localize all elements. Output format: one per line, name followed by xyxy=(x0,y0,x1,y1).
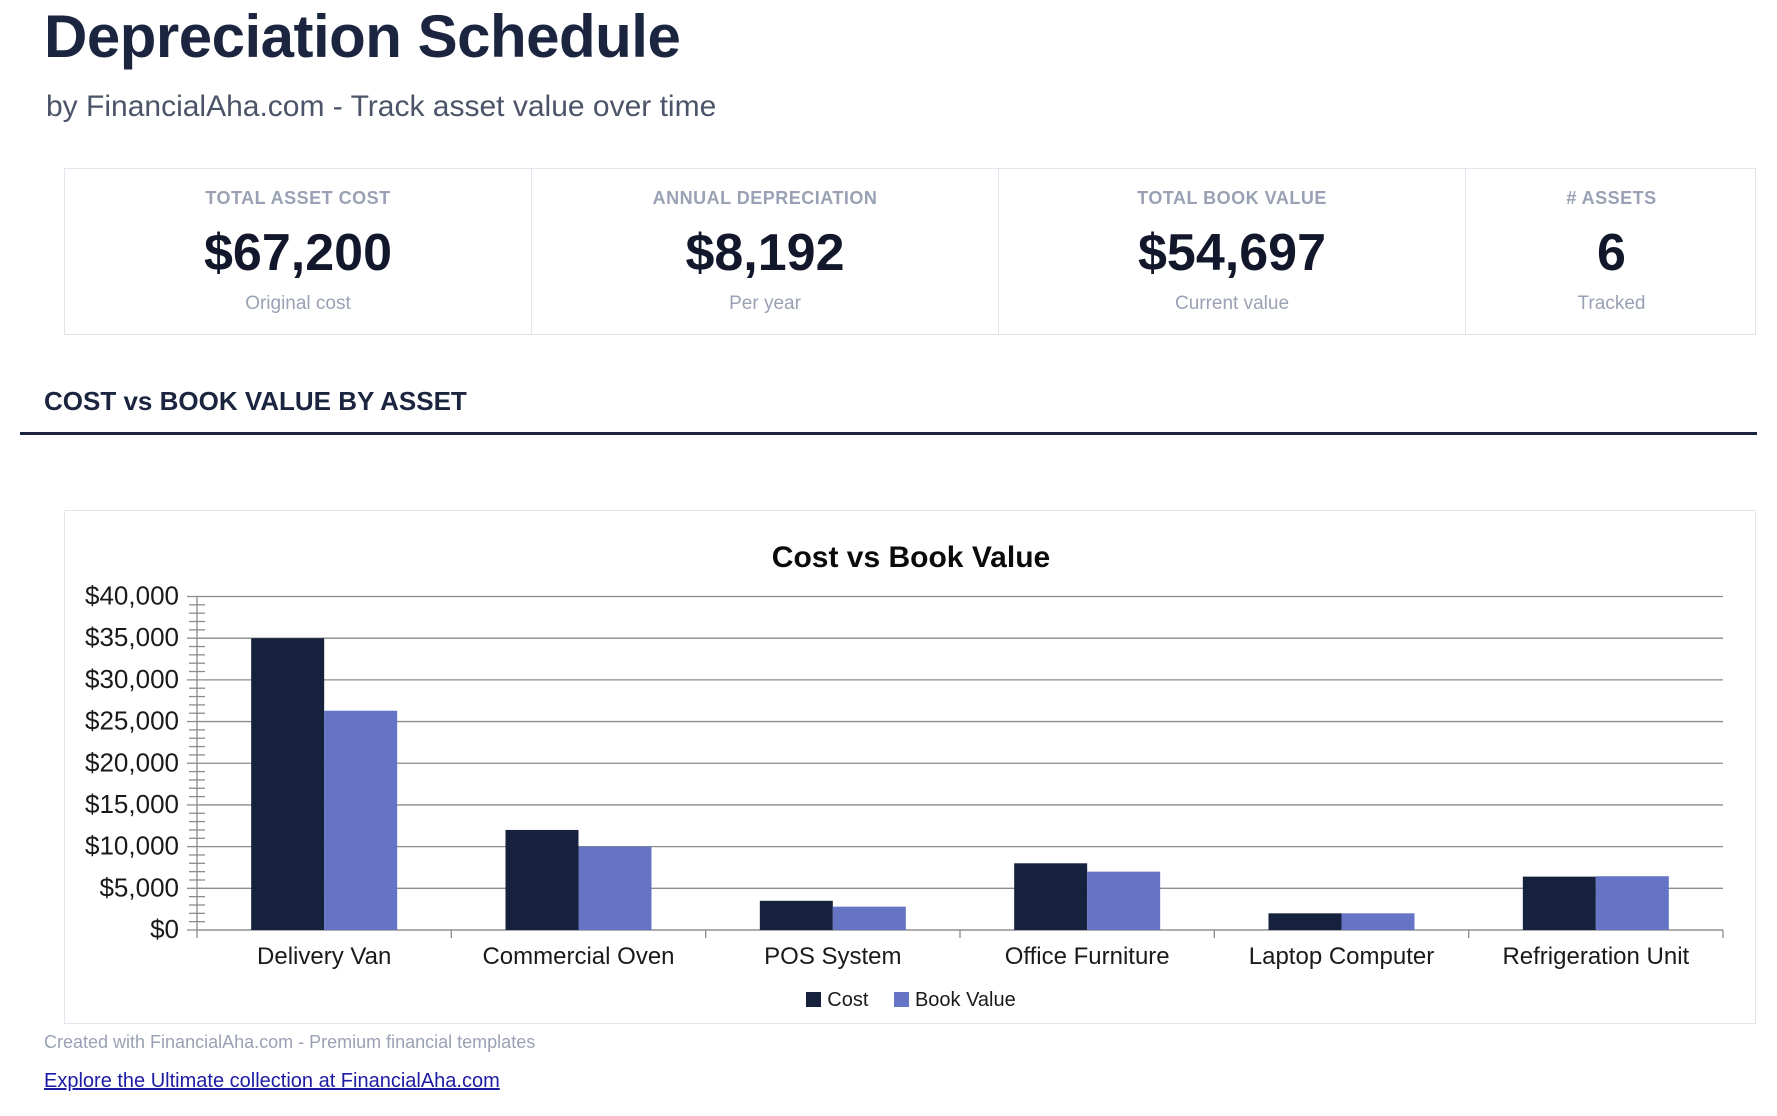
svg-text:$5,000: $5,000 xyxy=(99,872,179,902)
svg-text:Office Furniture: Office Furniture xyxy=(1005,943,1170,970)
svg-text:Refrigeration Unit: Refrigeration Unit xyxy=(1502,943,1689,970)
svg-text:Laptop Computer: Laptop Computer xyxy=(1249,943,1434,970)
svg-text:Commercial Oven: Commercial Oven xyxy=(482,943,674,970)
svg-text:$30,000: $30,000 xyxy=(85,664,179,694)
svg-text:$10,000: $10,000 xyxy=(85,831,179,861)
svg-text:$15,000: $15,000 xyxy=(85,789,179,819)
svg-text:$40,000: $40,000 xyxy=(85,581,179,611)
svg-text:$35,000: $35,000 xyxy=(85,622,179,652)
svg-text:$20,000: $20,000 xyxy=(85,747,179,777)
svg-text:$0: $0 xyxy=(150,914,179,944)
svg-text:POS System: POS System xyxy=(764,943,901,970)
svg-text:Delivery Van: Delivery Van xyxy=(257,943,391,970)
svg-text:$25,000: $25,000 xyxy=(85,706,179,736)
